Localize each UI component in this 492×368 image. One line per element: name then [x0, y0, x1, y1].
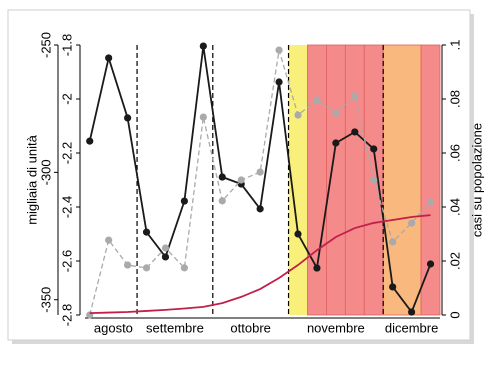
marker	[351, 92, 359, 100]
shaded-band	[325, 44, 346, 316]
marker	[124, 114, 132, 122]
marker	[294, 230, 302, 238]
marker	[313, 96, 321, 104]
marker	[275, 46, 283, 54]
shaded-band	[307, 44, 327, 316]
y2-axis-title: casi su popolazione	[469, 123, 484, 237]
marker	[389, 283, 397, 291]
marker	[161, 244, 170, 252]
marker	[105, 236, 113, 244]
y2-tick-label: .1	[447, 40, 462, 51]
marker	[199, 113, 207, 121]
marker	[180, 264, 188, 272]
y-tick-label: -2	[59, 93, 74, 105]
marker	[408, 219, 416, 227]
y-tick-label: -1.8	[59, 34, 74, 56]
marker	[351, 128, 359, 136]
marker	[218, 197, 226, 205]
y-tick-label: -2.4	[59, 196, 74, 218]
y3-tick-label: -300	[38, 159, 53, 185]
y-axis-title: migliaia di unità	[24, 134, 39, 224]
shaded-band	[420, 44, 441, 316]
marker	[426, 260, 435, 268]
shaded-band	[344, 44, 365, 316]
marker	[161, 253, 170, 261]
marker	[142, 228, 151, 236]
marker	[313, 264, 321, 272]
shaded-band	[288, 45, 308, 315]
y2-tick-label: 0	[447, 311, 462, 318]
marker	[256, 205, 264, 213]
marker	[105, 54, 113, 62]
marker	[256, 168, 264, 176]
x-tick-label: agosto	[94, 320, 133, 335]
shaded-band	[382, 44, 422, 316]
marker	[426, 198, 435, 206]
marker	[370, 176, 378, 184]
marker	[332, 139, 340, 147]
y-tick-label: -2.6	[59, 250, 74, 272]
y3-tick-label: -250	[38, 32, 53, 58]
marker	[389, 238, 397, 246]
marker	[86, 137, 94, 145]
plot: agosto settembre ottobre novembre dicembre -2…	[38, 32, 462, 335]
y-tick-label: -2.2	[59, 142, 74, 164]
y-tick-label: -2.8	[59, 304, 74, 326]
y2-tick-label: .08	[447, 90, 462, 108]
marker	[332, 109, 340, 117]
marker	[294, 111, 302, 119]
series-line	[89, 214, 431, 315]
marker	[408, 308, 416, 316]
y3-tick-label: -350	[38, 287, 53, 313]
x-tick-label: dicembre	[385, 320, 438, 335]
marker	[218, 173, 226, 181]
y2-tick-label: .06	[447, 144, 462, 162]
marker	[142, 264, 151, 272]
marker	[370, 145, 378, 153]
marker	[124, 261, 132, 269]
marker	[237, 176, 245, 184]
marker	[199, 42, 207, 50]
y2-tick-label: .04	[447, 198, 462, 216]
x-tick-label: settembre	[146, 320, 204, 335]
x-tick-label: ottobre	[230, 320, 270, 335]
marker	[275, 78, 283, 86]
x-tick-label: novembre	[307, 320, 365, 335]
marker	[180, 197, 188, 205]
y2-tick-label: .02	[447, 252, 462, 270]
